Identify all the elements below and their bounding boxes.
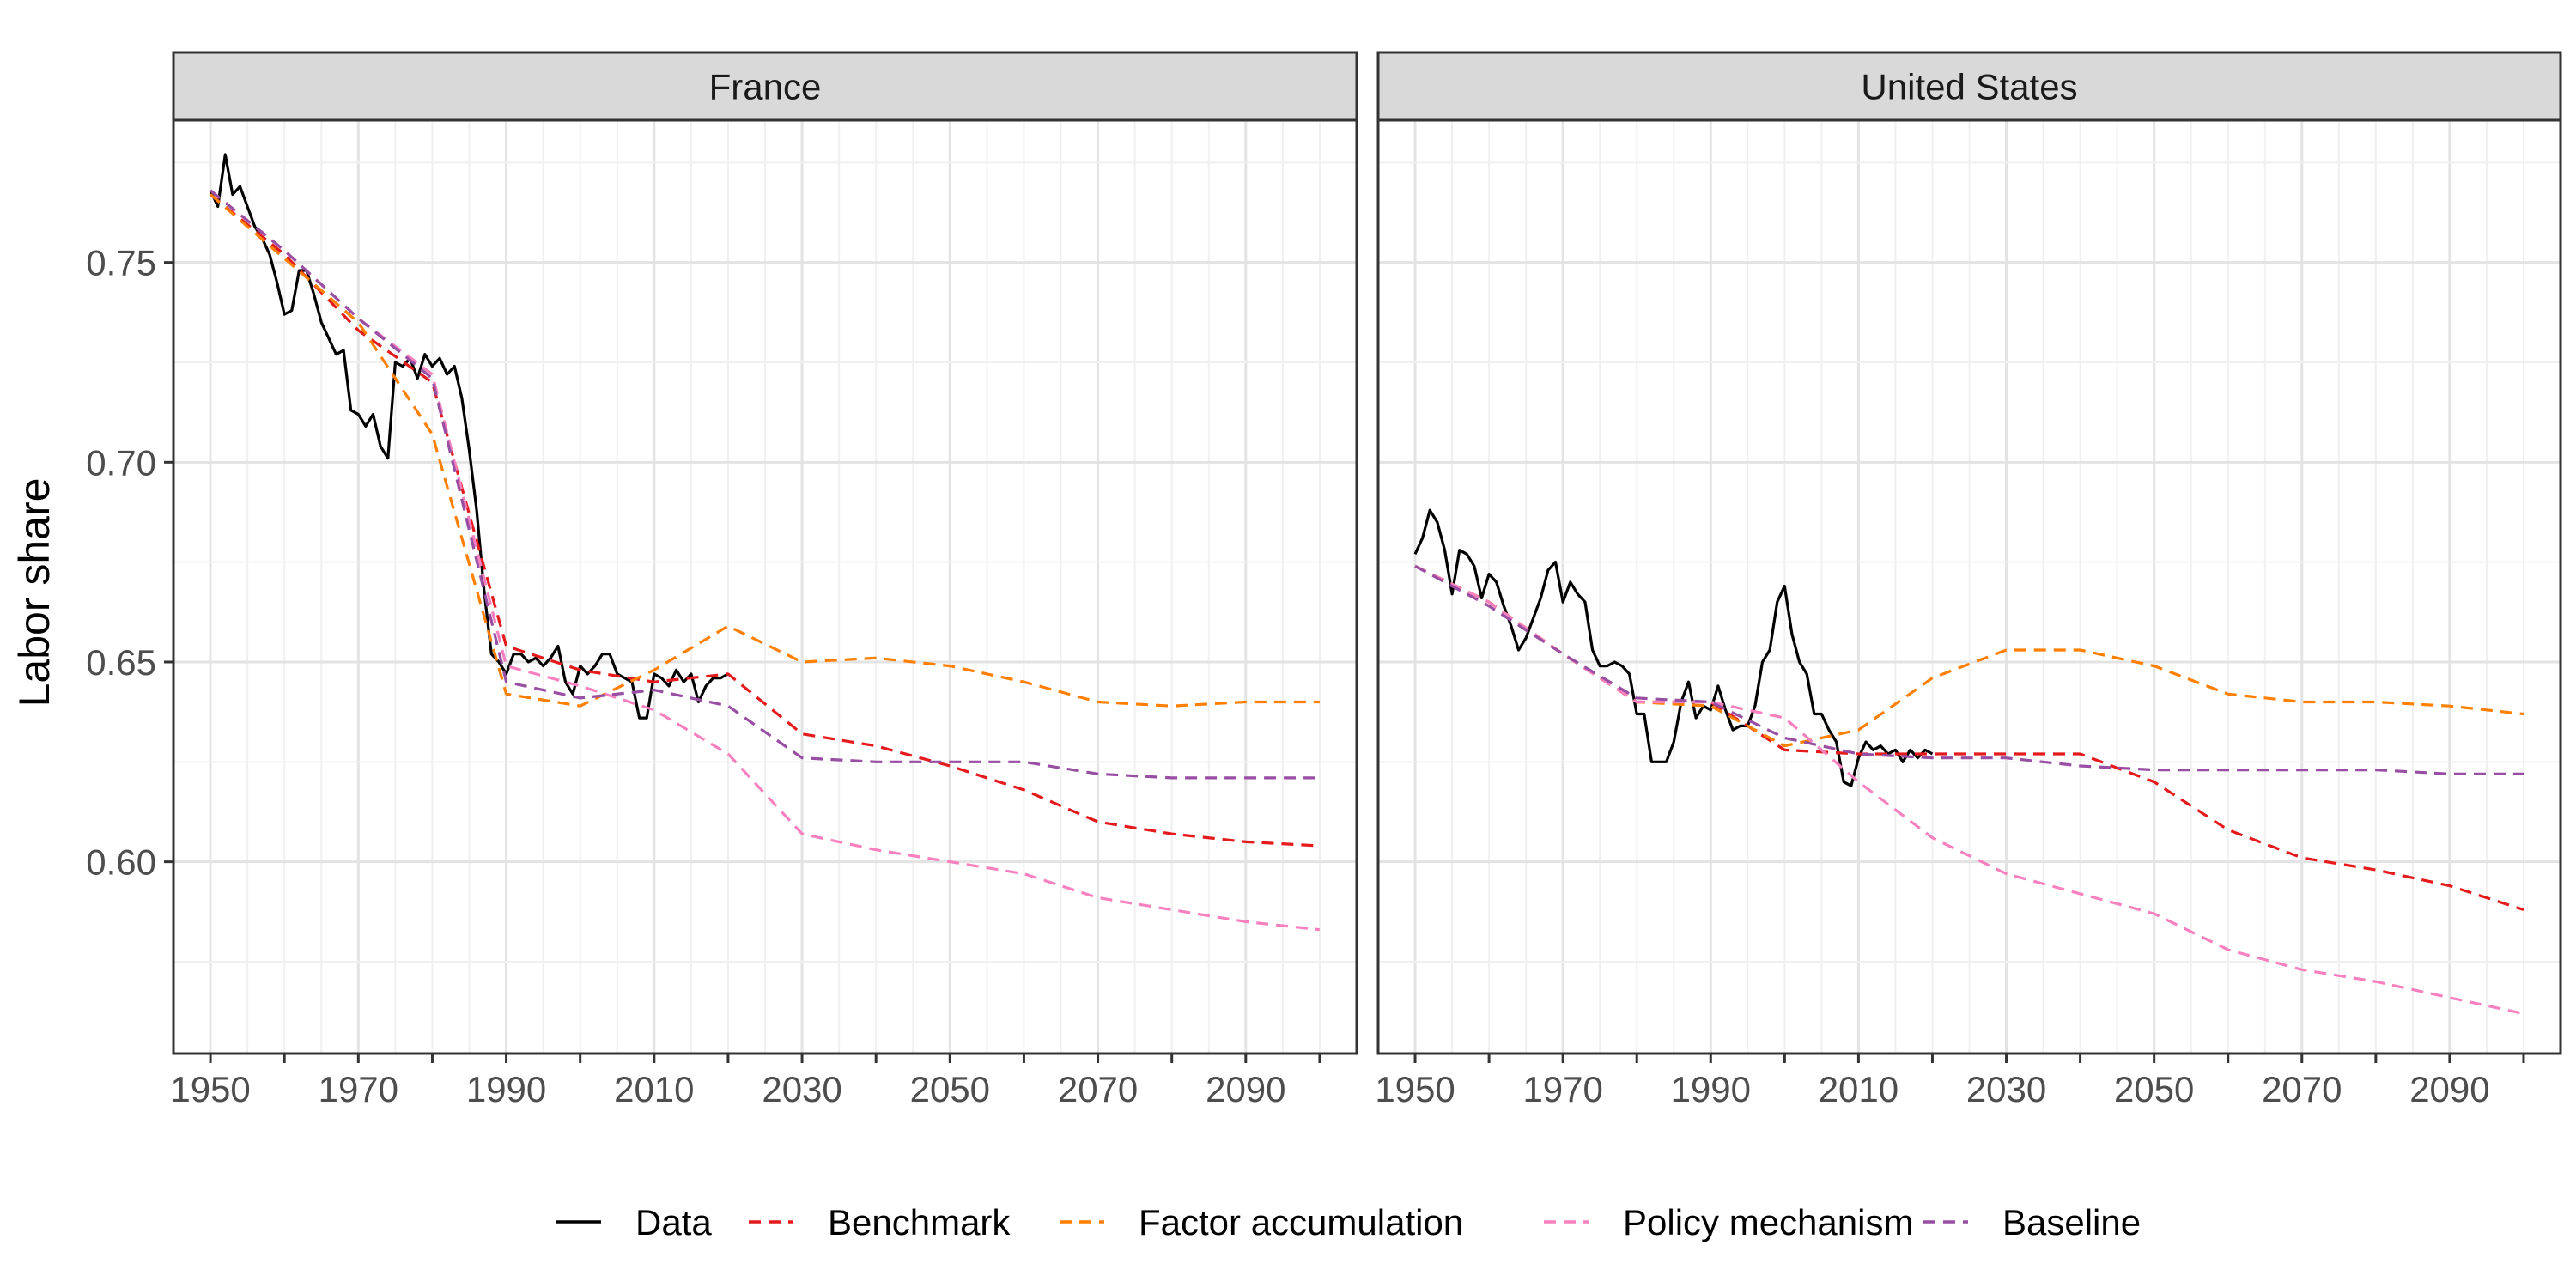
series-line-factor-accumulation [1414, 564, 2524, 748]
x-tick-label: 2050 [2114, 1069, 2194, 1109]
x-axis: 1950 1970 1990 2010 2030 2050 2070 2090 [1375, 1054, 2525, 1109]
x-axis: 1950 1970 1990 2010 2030 2050 2070 2090 [170, 1054, 1321, 1109]
x-tick-label: 1950 [170, 1069, 250, 1109]
y-axis: 0.60 0.65 0.70 0.75 [86, 243, 173, 883]
y-tick-label: 0.65 [86, 642, 156, 683]
legend-label: Data [635, 1202, 712, 1242]
legend-label: Baseline [2002, 1202, 2141, 1242]
panel-border [172, 118, 1358, 1055]
x-tick-label: 1970 [319, 1069, 398, 1109]
series-line-policy-mechanism [210, 189, 1321, 932]
x-tick-label: 2070 [2262, 1069, 2342, 1109]
facet-title: United States [1861, 67, 2077, 107]
series-group [1413, 508, 2524, 1016]
legend: Data Benchmark Factor accumulation Policy m… [556, 1202, 2141, 1242]
x-tick-label: 1970 [1522, 1069, 1602, 1109]
facet-panels: France 1950 1970 1990 2010 2030 2050 2070 2090 0.… [86, 51, 2562, 1109]
series-line-baseline [1414, 564, 2524, 775]
series-line-policy-mechanism [1414, 564, 2524, 1016]
x-tick-label: 2010 [614, 1069, 694, 1109]
facet-strip [1376, 51, 2562, 122]
legend-item-factor-accumulation: Factor accumulation [1060, 1202, 1463, 1242]
y-axis-label: Labor share [10, 478, 58, 708]
x-tick-label: 2090 [1206, 1069, 1285, 1109]
panel-united-states: United States 1950 1970 1990 2010 2030 2050 207… [1375, 51, 2562, 1109]
legend-item-data: Data [556, 1202, 712, 1242]
series-group [209, 153, 1321, 932]
gridlines [173, 120, 1357, 1054]
y-tick-label: 0.70 [86, 442, 156, 483]
x-tick-label: 2050 [910, 1069, 990, 1109]
facet-title: France [709, 67, 822, 107]
x-tick-label: 2030 [1966, 1069, 2046, 1109]
y-tick-label: 0.75 [86, 243, 156, 283]
x-tick-label: 1990 [466, 1069, 546, 1109]
x-tick-label: 2090 [2409, 1069, 2489, 1109]
x-tick-label: 2070 [1058, 1069, 1138, 1109]
panel-border [1376, 118, 2562, 1055]
series-line-baseline [210, 189, 1320, 780]
series-line-data [209, 153, 729, 720]
legend-label: Policy mechanism [1623, 1202, 1913, 1242]
x-tick-label: 2010 [1819, 1069, 1899, 1109]
y-tick-label: 0.60 [86, 842, 156, 883]
series-line-factor-accumulation [210, 193, 1320, 708]
facet-strip [172, 51, 1358, 122]
legend-item-policy-mechanism: Policy mechanism [1544, 1202, 1913, 1242]
x-tick-label: 1990 [1671, 1069, 1751, 1109]
legend-item-baseline: Baseline [1923, 1202, 2141, 1242]
x-tick-label: 1950 [1375, 1069, 1455, 1109]
panel-france: France 1950 1970 1990 2010 2030 2050 2070 2090 0.… [86, 51, 1358, 1109]
series-line-data [1413, 508, 1934, 787]
series-line-benchmark [210, 193, 1320, 848]
x-tick-label: 2030 [762, 1069, 841, 1109]
legend-item-benchmark: Benchmark [749, 1202, 1011, 1242]
legend-label: Benchmark [828, 1202, 1011, 1242]
legend-label: Factor accumulation [1139, 1202, 1463, 1242]
